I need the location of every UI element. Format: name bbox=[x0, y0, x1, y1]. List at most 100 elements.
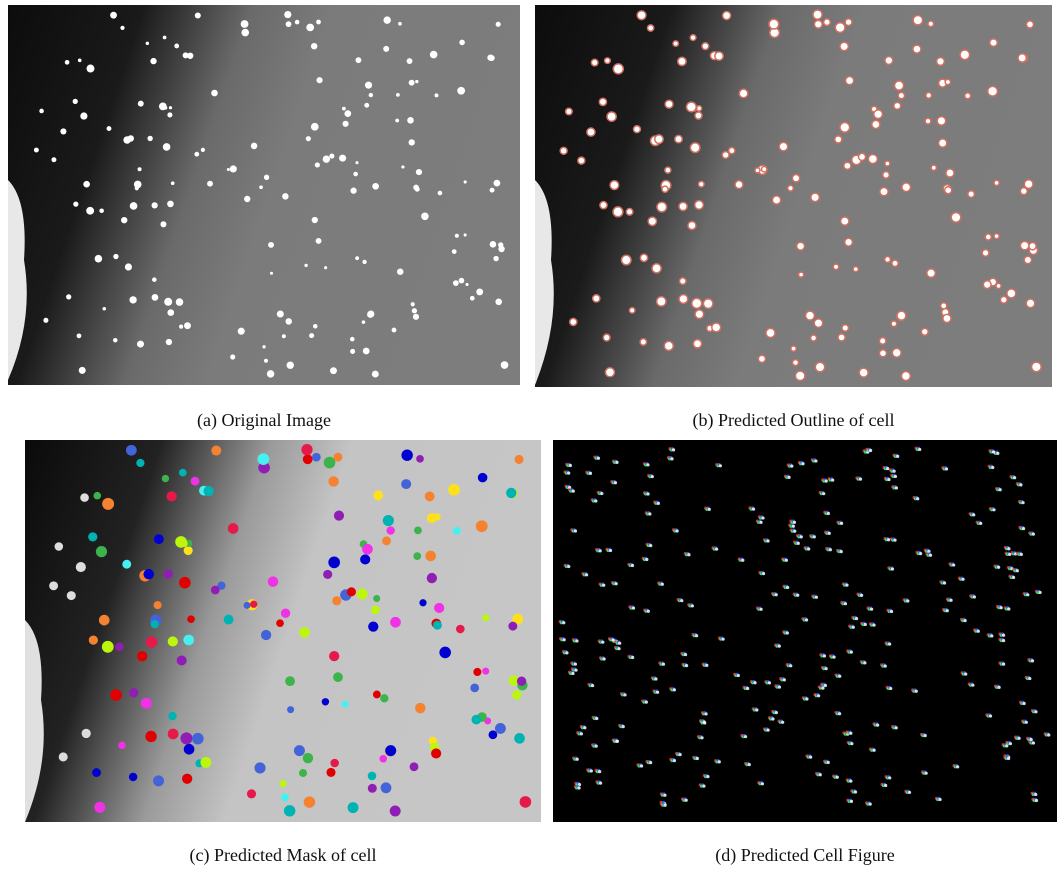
cell bbox=[324, 266, 327, 269]
cell bbox=[344, 110, 351, 117]
cell bbox=[414, 526, 422, 534]
cell bbox=[797, 242, 805, 250]
cell bbox=[299, 769, 307, 777]
cell bbox=[825, 479, 828, 482]
cell bbox=[657, 297, 666, 306]
cell bbox=[840, 522, 843, 525]
cell bbox=[59, 752, 68, 761]
cell bbox=[457, 87, 465, 95]
cell bbox=[567, 565, 570, 568]
cell bbox=[102, 498, 114, 510]
cell bbox=[392, 328, 397, 333]
cell bbox=[1002, 663, 1005, 666]
cell bbox=[88, 532, 97, 541]
cell bbox=[373, 595, 380, 602]
cell bbox=[999, 488, 1002, 491]
cell bbox=[238, 328, 245, 335]
cell bbox=[964, 619, 967, 622]
cell bbox=[435, 93, 439, 97]
cell bbox=[151, 620, 159, 628]
cell bbox=[89, 636, 98, 645]
cell bbox=[287, 706, 294, 713]
cell bbox=[34, 148, 39, 153]
cell bbox=[852, 626, 855, 629]
cell bbox=[180, 732, 192, 744]
cell bbox=[455, 234, 459, 238]
cell bbox=[152, 202, 158, 208]
cell bbox=[645, 701, 648, 704]
cell bbox=[831, 478, 834, 481]
cell bbox=[931, 165, 936, 170]
cell bbox=[102, 641, 114, 653]
cell bbox=[735, 181, 743, 189]
cell bbox=[250, 601, 257, 608]
cell bbox=[1047, 733, 1050, 736]
cell bbox=[926, 92, 932, 98]
cell bbox=[350, 188, 356, 194]
cell bbox=[1021, 501, 1024, 504]
cell bbox=[174, 44, 179, 49]
cell bbox=[342, 107, 346, 111]
cell bbox=[163, 143, 171, 151]
cell bbox=[768, 681, 771, 684]
cell bbox=[894, 81, 903, 90]
cell bbox=[703, 299, 713, 309]
cell bbox=[348, 802, 359, 813]
cell bbox=[211, 446, 221, 456]
cell bbox=[850, 742, 853, 745]
cell bbox=[184, 546, 193, 555]
cell bbox=[657, 202, 667, 212]
cell bbox=[599, 549, 602, 552]
cell bbox=[849, 732, 852, 735]
cell bbox=[972, 513, 975, 516]
cell bbox=[244, 196, 250, 202]
cell bbox=[688, 221, 696, 229]
cell bbox=[241, 29, 249, 37]
cell bbox=[715, 548, 718, 551]
cell bbox=[401, 449, 412, 460]
cell bbox=[1035, 799, 1038, 802]
cell bbox=[797, 542, 800, 545]
cell bbox=[1000, 296, 1007, 303]
caption: (c) Predicted Mask of cell bbox=[25, 845, 541, 866]
cell bbox=[508, 622, 517, 631]
cell bbox=[850, 650, 853, 653]
cell bbox=[284, 805, 295, 816]
cell bbox=[294, 745, 305, 756]
cell bbox=[902, 183, 911, 192]
cell bbox=[373, 691, 381, 699]
cell bbox=[811, 335, 817, 341]
cell bbox=[832, 655, 835, 658]
cell bbox=[574, 663, 577, 666]
cell bbox=[829, 548, 832, 551]
cell bbox=[583, 726, 586, 729]
cell bbox=[665, 167, 671, 173]
cell bbox=[353, 172, 358, 177]
cell bbox=[322, 698, 329, 705]
cell bbox=[145, 731, 156, 742]
cell bbox=[1034, 793, 1037, 796]
cell bbox=[1034, 710, 1037, 713]
cell bbox=[925, 118, 931, 124]
cell bbox=[267, 370, 274, 377]
cell bbox=[464, 233, 467, 236]
cell bbox=[894, 102, 901, 109]
cell bbox=[563, 638, 566, 641]
cell bbox=[512, 690, 521, 699]
cell bbox=[888, 776, 891, 779]
cell bbox=[93, 492, 101, 500]
cell bbox=[1026, 299, 1035, 308]
cell bbox=[1030, 738, 1033, 741]
cell bbox=[695, 634, 698, 637]
cell bbox=[965, 93, 971, 99]
cell bbox=[514, 733, 525, 744]
cell bbox=[844, 602, 847, 605]
cell bbox=[595, 717, 598, 720]
cell bbox=[979, 522, 982, 525]
cell bbox=[1019, 483, 1022, 486]
cell bbox=[853, 267, 858, 272]
cell bbox=[951, 213, 961, 223]
cell bbox=[295, 20, 300, 25]
cell bbox=[1018, 54, 1026, 62]
cell bbox=[913, 45, 921, 53]
